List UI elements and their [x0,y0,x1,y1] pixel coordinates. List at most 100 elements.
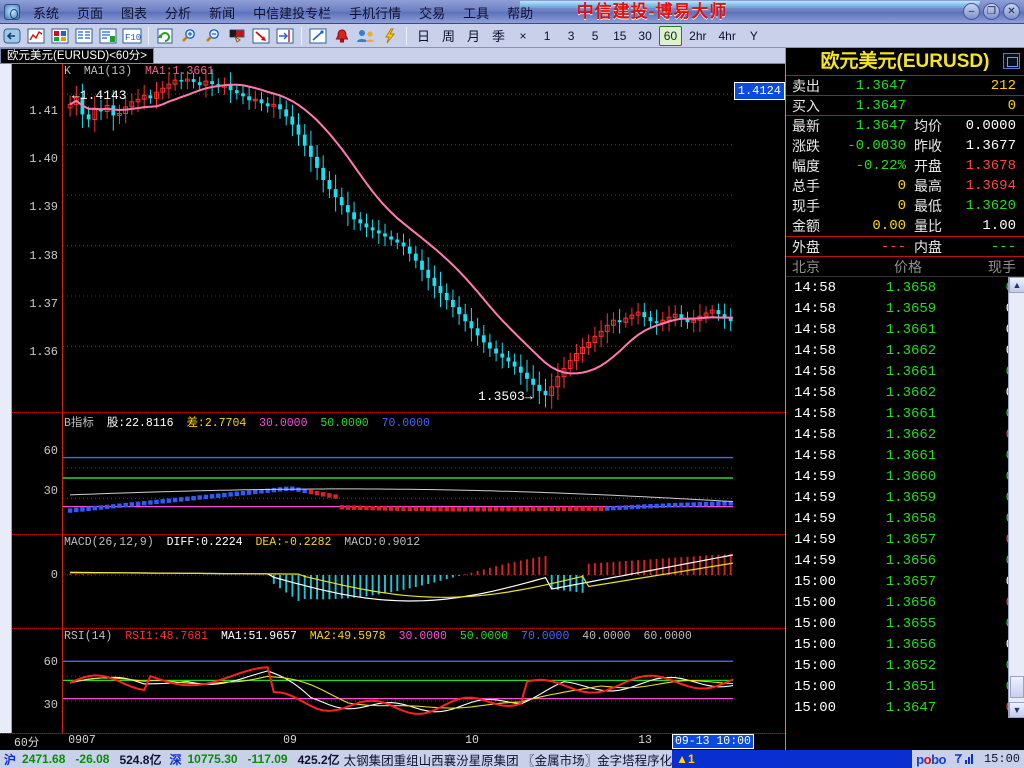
f10-icon[interactable]: F10 [121,25,143,46]
zoom-in-icon[interactable] [178,25,200,46]
back-icon[interactable] [1,25,23,46]
tick-row[interactable]: 14:591.36570 [786,529,1024,550]
line-chart-icon[interactable] [25,25,47,46]
menu-tools[interactable]: 工具 [463,5,490,21]
scroll-down-icon[interactable]: ▼ [1009,702,1024,718]
rsi-tick: 60 [43,655,58,669]
draw-line-icon[interactable] [307,25,329,46]
tick-row[interactable]: 14:581.36580 [786,277,1024,298]
tick-row[interactable]: 15:001.36510 [786,676,1024,697]
tick-price: 1.3659 [885,300,937,317]
scroll-thumb[interactable] [1010,676,1024,698]
refresh-icon[interactable] [154,25,176,46]
period-2hr[interactable]: 2hr [689,28,707,43]
app-icon[interactable] [4,4,20,20]
tick-row[interactable]: 14:581.36620 [786,340,1024,361]
chart-tab[interactable]: 欧元美元(EURUSD)<60分> [0,48,154,63]
tick-row[interactable]: 15:001.36560 [786,592,1024,613]
scroll-up-icon[interactable]: ▲ [1009,277,1024,293]
minimize-button[interactable]: – [963,3,980,20]
tick-price: 1.3661 [885,321,937,338]
tick-price: 1.3662 [885,384,937,401]
quote-maximize-button[interactable] [1003,53,1020,69]
period-1[interactable]: 1 [543,28,551,43]
tick-time: 14:59 [794,510,837,527]
alert-flag[interactable]: ▲1 [672,750,913,768]
menu-chart[interactable]: 图表 [121,5,148,21]
tick-list-header: 北京 价格 现手 [786,257,1024,277]
tick-row[interactable]: 14:581.36610 [786,319,1024,340]
candlestick-plot[interactable] [62,64,733,412]
rsi-plot[interactable] [62,629,733,733]
users-icon[interactable] [355,25,377,46]
macd-plot[interactable] [62,535,733,628]
x-axis-cursor-label: 09-13 10:00 [672,734,754,749]
tick-row[interactable]: 14:581.36610 [786,403,1024,424]
menu-mobile[interactable]: 手机行情 [349,5,402,21]
zoom-out-icon[interactable] [202,25,224,46]
chart-vertical-scrollbar[interactable] [0,64,12,736]
price-pane: 1.41 1.40 1.39 1.38 1.37 1.36 K MA1(13) … [12,64,785,412]
fit-right-icon[interactable] [274,25,296,46]
quote-row-amount: 金额 0.00 量比 1.00 [786,216,1024,236]
sz-index[interactable]: 深 10775.30 -117.09 425.2亿 [165,750,343,768]
tick-time: 14:58 [794,405,837,422]
sh-index[interactable]: 沪 2471.68 -26.08 524.8亿 [0,750,165,768]
tick-list[interactable]: 14:581.3658014:581.3659014:581.3661014:5… [786,277,1024,718]
rsi-field: 30.0000 [398,630,447,643]
tick-row[interactable]: 14:581.36620 [786,382,1024,403]
menu-help[interactable]: 帮助 [507,5,534,21]
tick-row[interactable]: 14:591.36580 [786,508,1024,529]
menu-news[interactable]: 新闻 [209,5,236,21]
rsi-tick: 30 [43,698,58,712]
menu-column[interactable]: 中信建投专栏 [253,5,332,21]
menu-page[interactable]: 页面 [77,5,104,21]
tick-time: 14:58 [794,321,837,338]
quote-row-bid: 买入 1.3647 0 [786,96,1024,116]
tick-row[interactable]: 14:591.36560 [786,550,1024,571]
news-ticker[interactable]: 太钢集团重组山西襄汾星原集团 〖金属市场〗金字塔程序化交易深圳免费讲座通 [343,753,673,768]
b-indicator-plot[interactable] [62,413,733,534]
multi-chart-icon[interactable] [49,25,71,46]
report-icon[interactable] [97,25,119,46]
period-60[interactable]: 60 [658,25,683,46]
hand-pointer-icon[interactable] [226,25,248,46]
period-day[interactable]: 日 [417,29,431,44]
tick-row[interactable]: 15:001.36520 [786,655,1024,676]
menu-trade[interactable]: 交易 [419,5,446,21]
period-3[interactable]: 3 [567,28,575,43]
period-30[interactable]: 30 [638,28,652,43]
restore-button[interactable]: ❐ [983,3,1000,20]
list-icon[interactable] [73,25,95,46]
period-week[interactable]: 周 [442,29,456,44]
menu-system[interactable]: 系统 [33,5,60,21]
period-15[interactable]: 15 [613,28,627,43]
tick-row[interactable]: 14:591.36590 [786,487,1024,508]
tick-row[interactable]: 14:581.36610 [786,445,1024,466]
period-4hr[interactable]: 4hr [718,28,736,43]
alarm-bell-icon[interactable] [331,25,353,46]
period-close[interactable]: × [519,28,527,43]
tick-row[interactable]: 14:581.36590 [786,298,1024,319]
title-bar: 系统 页面 图表 分析 新闻 中信建投专栏 手机行情 交易 工具 帮助 中信建投… [0,0,1024,24]
tick-list-scrollbar[interactable]: ▲ ▼ [1008,277,1024,718]
menu-bar: 系统 页面 图表 分析 新闻 中信建投专栏 手机行情 交易 工具 帮助 [24,0,542,24]
period-5[interactable]: 5 [591,28,599,43]
menu-analysis[interactable]: 分析 [165,5,192,21]
tick-row[interactable]: 15:001.36570 [786,571,1024,592]
period-month[interactable]: 月 [467,29,481,44]
close-button[interactable]: ✕ [1003,3,1020,20]
arrow-down-right-icon[interactable] [250,25,272,46]
tick-row[interactable]: 15:001.36550 [786,613,1024,634]
tick-row[interactable]: 14:581.36620 [786,424,1024,445]
tick-row[interactable]: 15:001.36560 [786,634,1024,655]
period-y[interactable]: Y [749,28,758,43]
lightning-icon[interactable] [379,25,401,46]
rsi-field: 60.0000 [643,630,692,643]
period-quarter[interactable]: 季 [492,29,506,44]
tick-row[interactable]: 14:581.36610 [786,361,1024,382]
tick-row[interactable]: 14:591.36600 [786,466,1024,487]
quote-row-last: 最新 1.3647 均价 0.0000 [786,116,1024,136]
